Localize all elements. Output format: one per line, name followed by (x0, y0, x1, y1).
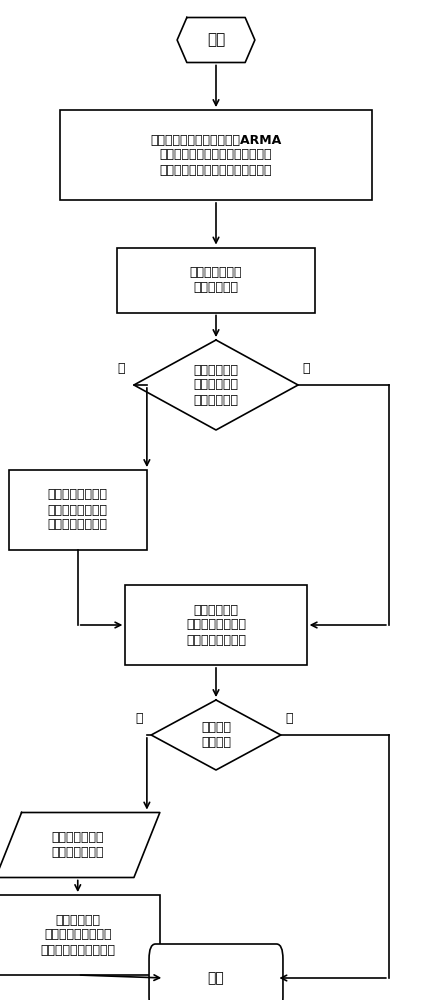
Text: 是否进行
关联分析: 是否进行 关联分析 (201, 721, 231, 749)
Polygon shape (134, 340, 298, 430)
FancyBboxPatch shape (125, 585, 307, 665)
Polygon shape (177, 18, 255, 62)
Text: 获取给定时间段
内系统运行数据: 获取给定时间段 内系统运行数据 (51, 831, 104, 859)
Text: 否: 否 (302, 362, 310, 375)
FancyBboxPatch shape (117, 247, 315, 312)
Polygon shape (0, 812, 160, 878)
FancyBboxPatch shape (0, 895, 160, 975)
Text: 确定电网待研究
的运行时间段: 确定电网待研究 的运行时间段 (190, 266, 242, 294)
Text: 开始: 开始 (207, 32, 225, 47)
Text: 读取实测微扰动信号，使用ARMA
模型方法辨识，进行聚类计算，得
到全网低频振荡模式频率和阻尼比: 读取实测微扰动信号，使用ARMA 模型方法辨识，进行聚类计算，得 到全网低频振荡… (150, 133, 282, 176)
FancyBboxPatch shape (60, 110, 372, 200)
FancyBboxPatch shape (9, 470, 147, 550)
Polygon shape (151, 700, 281, 770)
Text: 是: 是 (135, 712, 143, 725)
Text: 给定时间段内
是否有大扰动
振荡事故发生: 给定时间段内 是否有大扰动 振荡事故发生 (194, 363, 238, 406)
Text: 给定时间段内
全网低频振荡模式
辨识结果统计分析: 给定时间段内 全网低频振荡模式 辨识结果统计分析 (186, 603, 246, 647)
Text: 结束: 结束 (208, 971, 224, 985)
Text: 使用微扰动得到的
振荡成分辅助判断
低频振荡事故类型: 使用微扰动得到的 振荡成分辅助判断 低频振荡事故类型 (48, 488, 108, 532)
Text: 给定时间段内
全网低频振荡模式与
系统运行条件关联分析: 给定时间段内 全网低频振荡模式与 系统运行条件关联分析 (40, 914, 115, 956)
FancyBboxPatch shape (149, 944, 283, 1000)
Text: 否: 否 (285, 712, 292, 725)
Text: 是: 是 (118, 362, 125, 375)
